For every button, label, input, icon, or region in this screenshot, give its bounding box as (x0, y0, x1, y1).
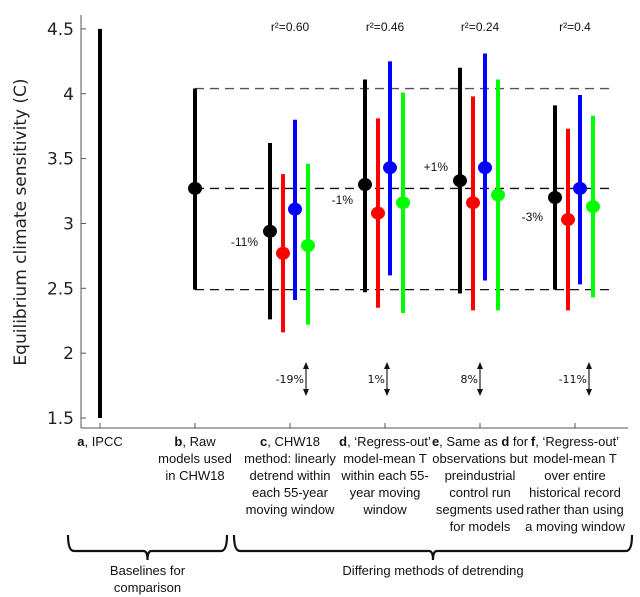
arrow-head-down (586, 389, 592, 396)
category-text: for (509, 434, 528, 449)
r-squared-label: r²=0.24 (461, 20, 500, 34)
median-point (586, 200, 600, 214)
y-tick-label: 3.5 (47, 150, 74, 170)
category-label-line: f, ‘Regress-out’ (531, 434, 619, 449)
arrow-head-up (586, 362, 592, 369)
category-label-line: detrend within (250, 468, 331, 483)
category-text: , Same as (439, 434, 501, 449)
category-label-line: preindustrial (445, 468, 516, 483)
percent-change-label: -11% (231, 235, 258, 249)
y-tick-label: 4 (63, 85, 74, 105)
y-tick-label: 1.5 (47, 409, 74, 429)
category-label-line: b, Raw (174, 434, 216, 449)
median-point (383, 161, 397, 175)
category-label-line: model-mean T (343, 451, 427, 466)
brackets: Baselines for comparison Differing methods… (66, 534, 634, 595)
percent-change-label: +1% (424, 160, 449, 174)
spread-change-label: -11% (559, 373, 587, 386)
category-label-line: model-mean T (533, 451, 617, 466)
category-label-line: within each 55- (340, 468, 428, 483)
y-tick-label: 3 (63, 214, 74, 234)
median-point (491, 188, 505, 202)
y-tick-label: 2.5 (47, 279, 74, 299)
category-labels: a, IPCC b, Raw models used in CHW18 c, CHW18… (77, 434, 625, 534)
category-label-line: control run (449, 485, 510, 500)
category-label-line: d, ‘Regress-out’ (339, 434, 431, 449)
category-letter: e (432, 434, 439, 449)
arrow-head-down (303, 389, 309, 396)
curly-bracket (232, 534, 634, 561)
percent-change-label: -3% (522, 210, 544, 224)
category-label-line: c, CHW18 (260, 434, 320, 449)
arrow-head-up (477, 362, 483, 369)
median-point (573, 181, 587, 195)
axes: 1.5 2 2.5 3 3.5 4 4.5 Equilibrium climate sensi… (11, 15, 628, 429)
category-label-line: observations but (432, 451, 528, 466)
category-bold-ref: d (501, 434, 509, 449)
category-label-line: a, IPCC (77, 434, 123, 449)
category-text: , IPCC (84, 434, 122, 449)
median-point (263, 224, 277, 238)
arrow-head-up (384, 362, 390, 369)
category-label-line: window (362, 502, 407, 517)
y-tick-label: 4.5 (47, 20, 74, 40)
r-squared-label: r²=0.46 (366, 20, 405, 34)
reference-lines (195, 87, 612, 291)
category-text: , ‘Regress-out’ (347, 434, 431, 449)
spread-change-label: 1% (368, 373, 385, 386)
arrow-head-down (384, 389, 390, 396)
bracket-label: Baselines for (110, 563, 186, 578)
spread-change-label: -19% (276, 373, 304, 386)
category-label-line: over entire (544, 468, 605, 483)
error-bars: r²=0.60 -11% -19% r²=0.46 -1% 1% r²=0.24 +1% 8% r… (98, 20, 600, 418)
category-label-line: a moving window (525, 519, 625, 534)
bracket-label: comparison (114, 580, 181, 595)
category-text: , CHW18 (267, 434, 320, 449)
y-tick-label: 2 (63, 344, 74, 364)
category-label-line: each 55-year (252, 485, 329, 500)
r-squared-label: r²=0.4 (559, 20, 591, 34)
category-text: , Raw (182, 434, 216, 449)
percent-change-label: -1% (332, 193, 354, 207)
category-label-line: in CHW18 (165, 468, 224, 483)
median-point (188, 181, 202, 195)
category-label-line: models used (158, 451, 232, 466)
median-point (466, 196, 480, 210)
category-text: , ‘Regress-out’ (535, 434, 619, 449)
category-label-line: for models (450, 519, 511, 534)
median-point (276, 246, 290, 260)
curly-bracket (66, 534, 229, 561)
category-label-line: historical record (529, 485, 621, 500)
category-label-line: e, Same as d for (432, 434, 529, 449)
median-point (478, 161, 492, 175)
category-letter: a (77, 434, 85, 449)
category-letter: b (174, 434, 182, 449)
bracket-label: Differing methods of detrending (342, 563, 523, 578)
category-letter: f (531, 434, 536, 449)
category-label-line: segments used (436, 502, 524, 517)
median-point (288, 202, 302, 216)
arrow-head-up (303, 362, 309, 369)
category-label-line: rather than using (526, 502, 624, 517)
median-point (358, 178, 372, 192)
arrow-head-down (477, 389, 483, 396)
y-axis-label: Equilibrium climate sensitivity (C) (11, 78, 31, 365)
r-squared-label: r²=0.60 (271, 20, 310, 34)
median-point (561, 213, 575, 227)
category-label-line: moving window (246, 502, 335, 517)
median-point (371, 206, 385, 220)
category-label-line: year moving (350, 485, 421, 500)
category-letter: d (339, 434, 347, 449)
median-point (396, 196, 410, 210)
median-point (548, 191, 562, 205)
spread-change-label: 8% (461, 373, 478, 386)
median-point (453, 174, 467, 188)
category-label-line: method: linearly (244, 451, 336, 466)
category-letter: c (260, 434, 267, 449)
median-point (301, 238, 315, 252)
